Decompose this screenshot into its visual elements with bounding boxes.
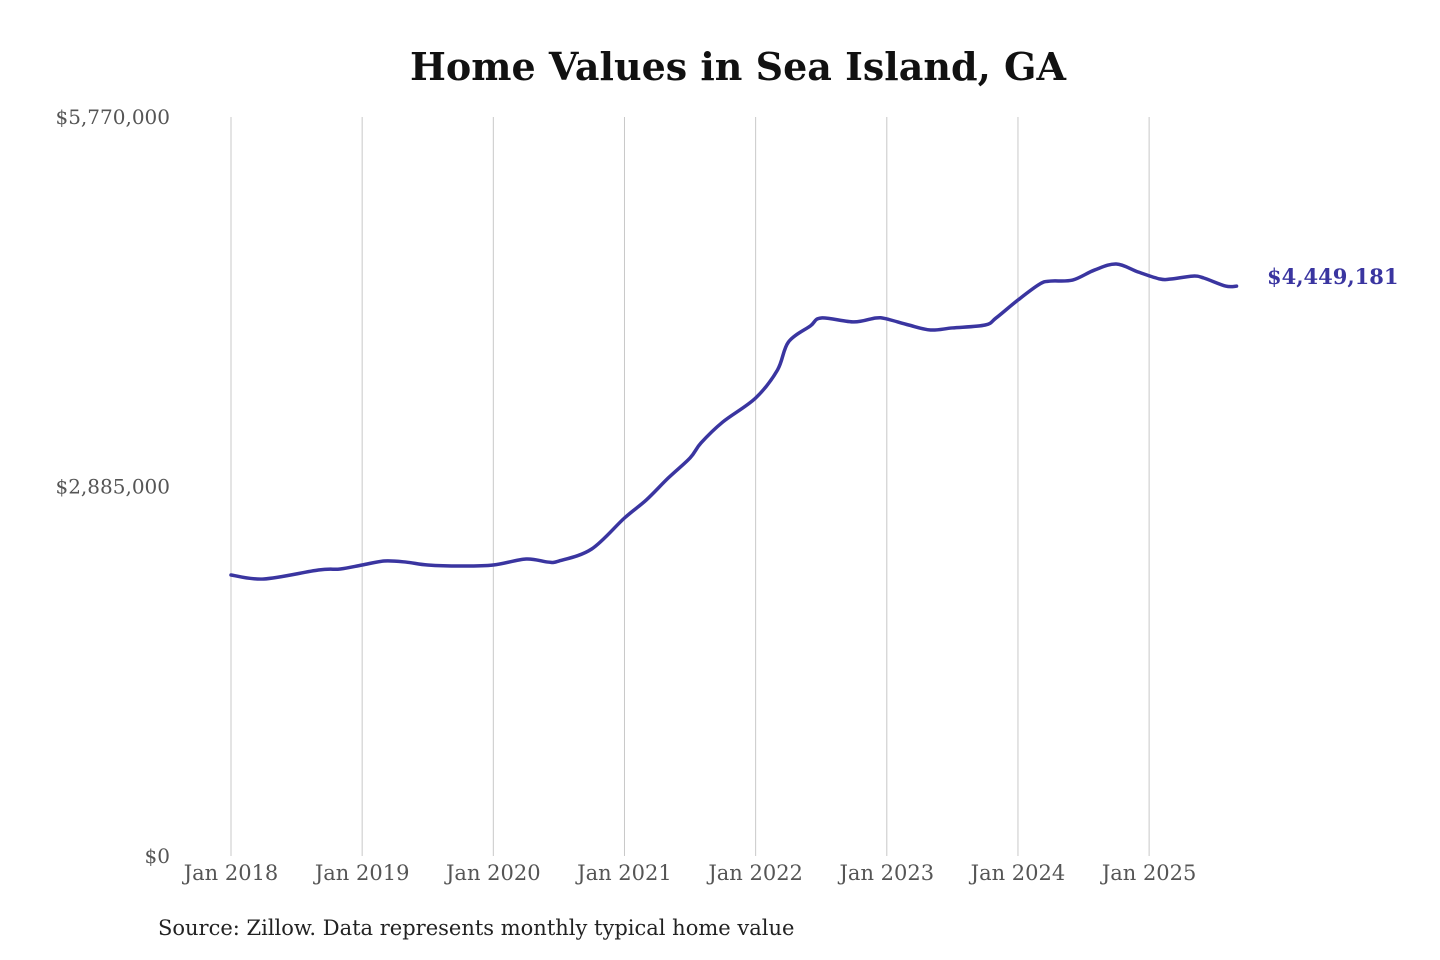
x-tick-label: Jan 2023 bbox=[838, 861, 935, 885]
x-tick-label: Jan 2022 bbox=[706, 861, 803, 885]
y-tick-label: $5,770,000 bbox=[55, 105, 170, 129]
y-tick-label: $0 bbox=[145, 844, 170, 868]
x-tick-label: Jan 2021 bbox=[575, 861, 672, 885]
chart-title: Home Values in Sea Island, GA bbox=[410, 44, 1066, 89]
x-tick-label: Jan 2024 bbox=[969, 861, 1066, 885]
source-note: Source: Zillow. Data represents monthly … bbox=[158, 916, 795, 940]
x-tick-label: Jan 2025 bbox=[1100, 861, 1197, 885]
home-value-line bbox=[229, 262, 1239, 581]
x-tick-label: Jan 2019 bbox=[313, 861, 410, 885]
x-tick-label: Jan 2020 bbox=[444, 861, 541, 885]
end-value-label: $4,449,181 bbox=[1267, 264, 1399, 289]
y-tick-label: $2,885,000 bbox=[55, 475, 170, 499]
x-tick-label: Jan 2018 bbox=[182, 861, 279, 885]
